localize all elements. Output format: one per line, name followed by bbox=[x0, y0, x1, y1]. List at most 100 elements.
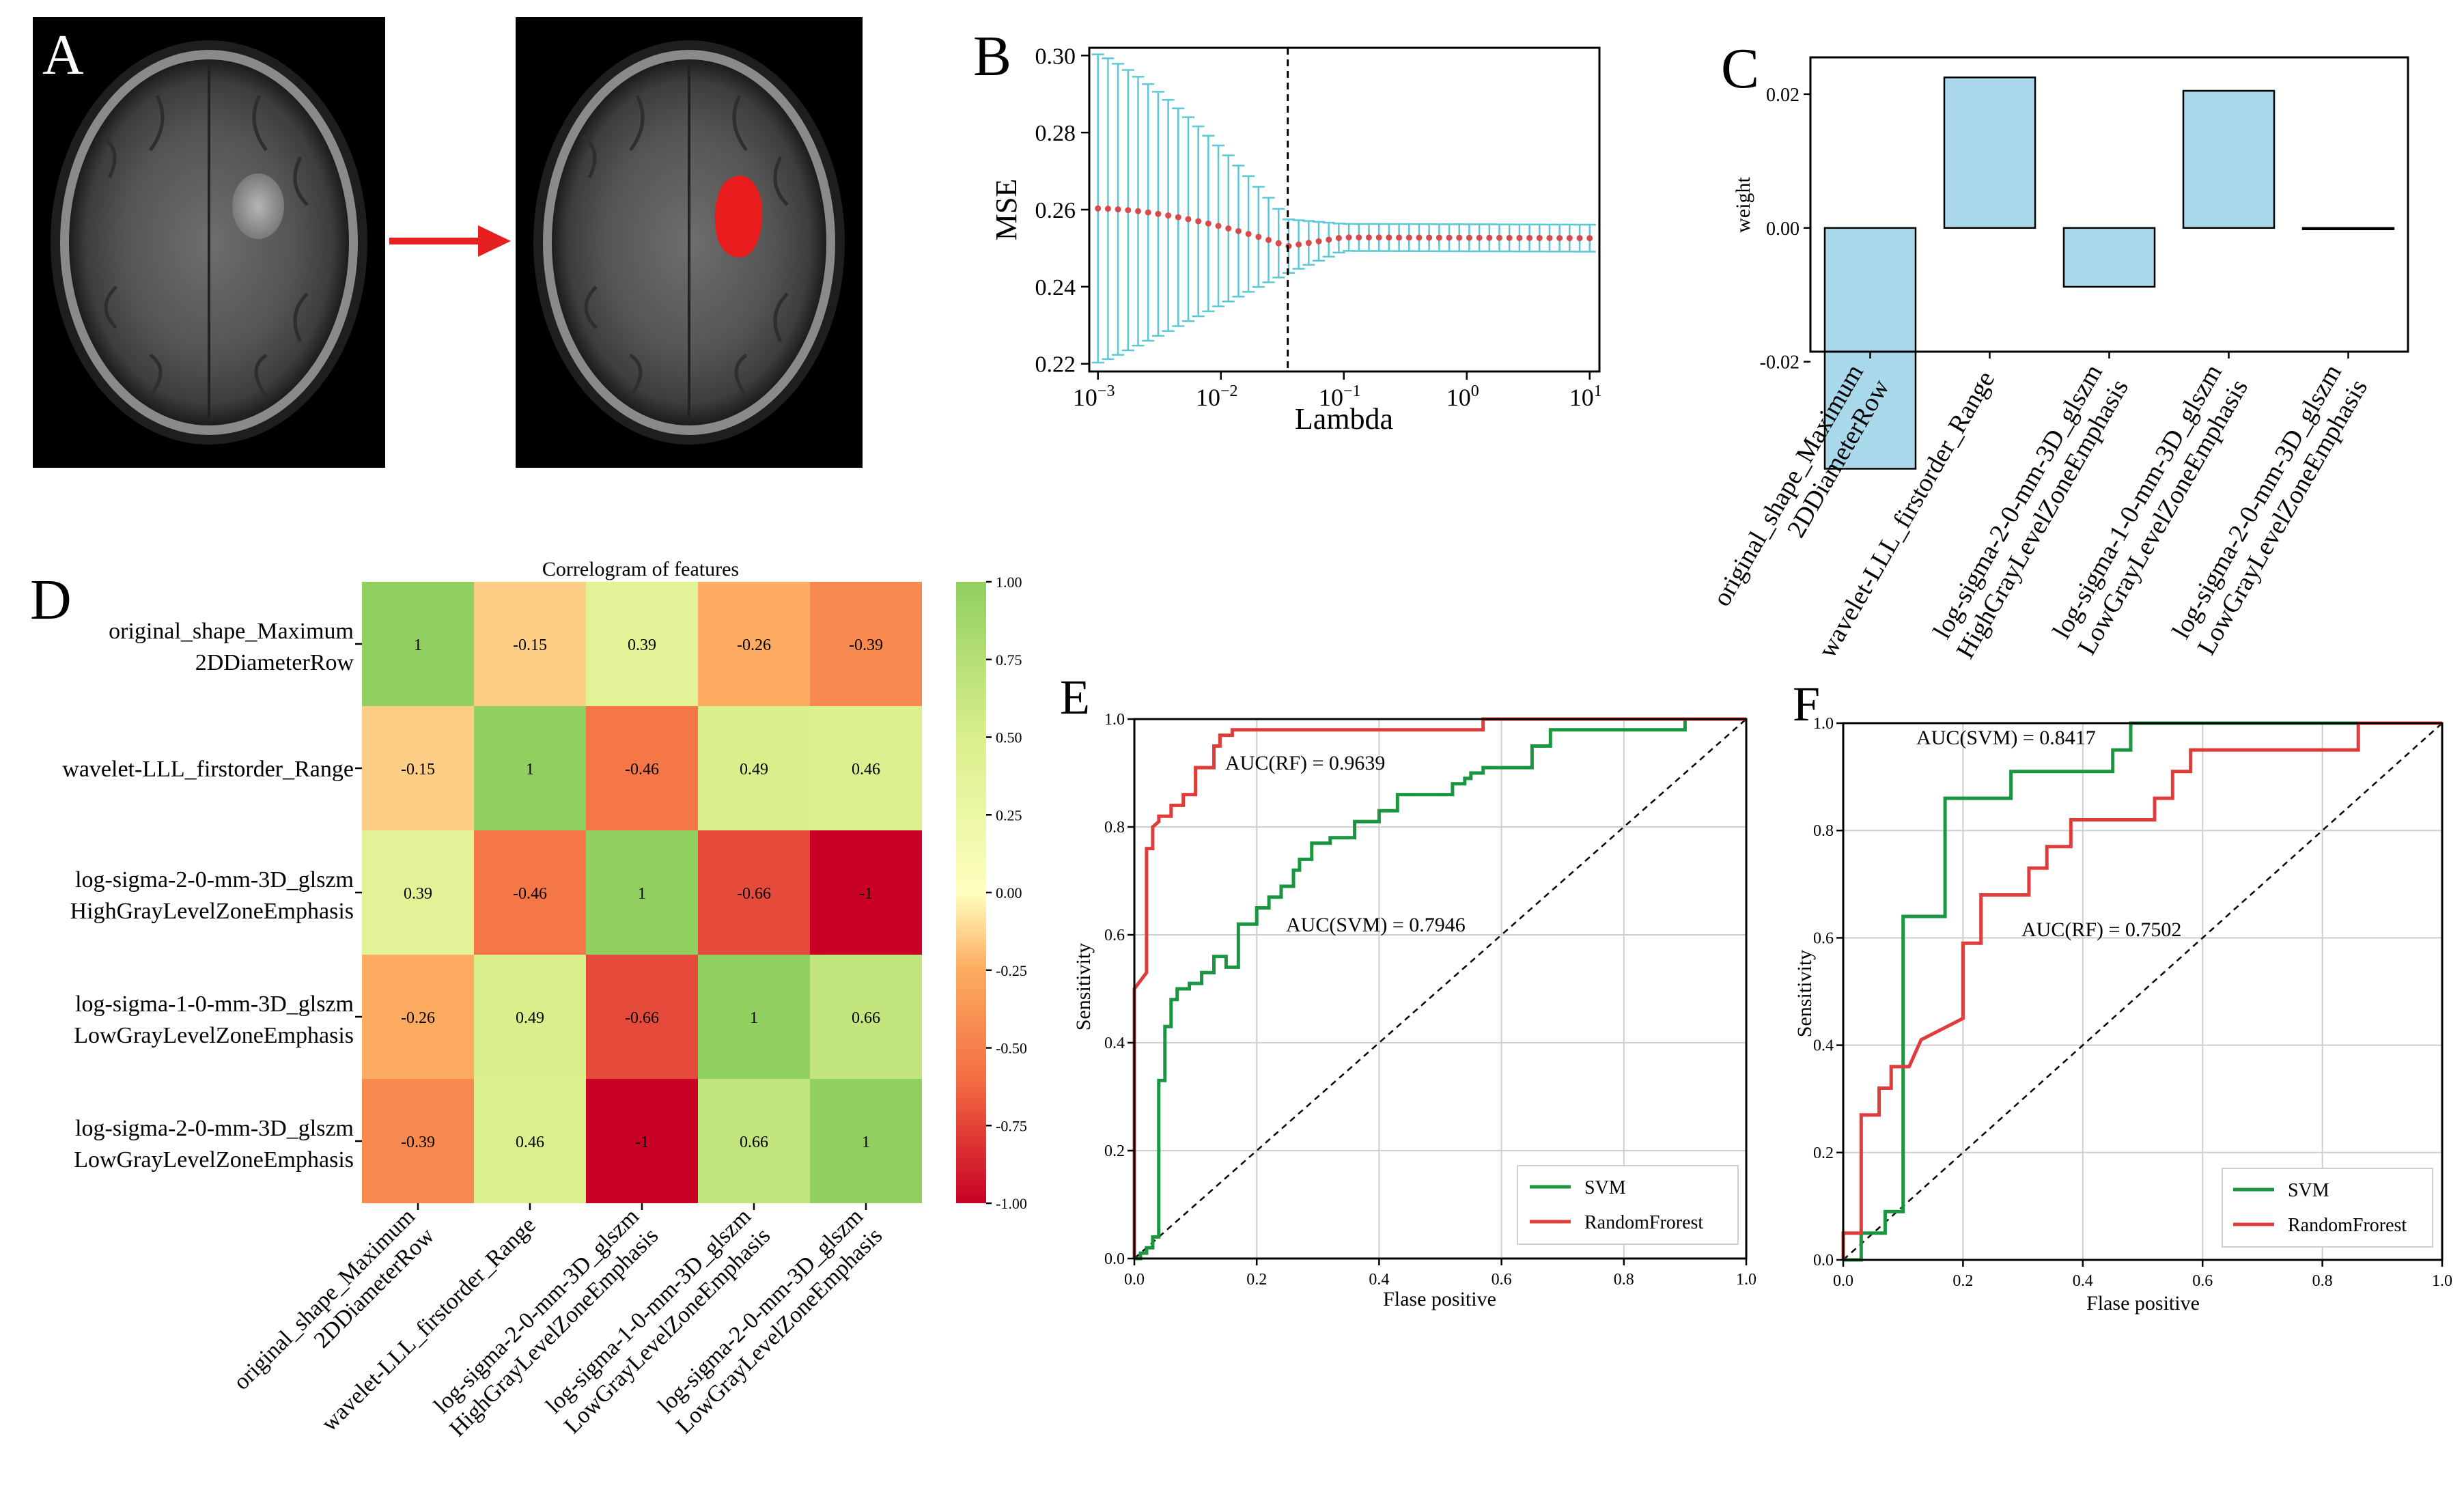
y-tick-label: 0.8 bbox=[1813, 822, 1834, 840]
heatmap-cell bbox=[474, 706, 586, 830]
heatmap-cell bbox=[698, 830, 810, 955]
lesion-region bbox=[232, 173, 284, 239]
heatmap-cell-value: 0.66 bbox=[852, 1009, 880, 1027]
mse-point bbox=[1245, 231, 1252, 238]
heatmap-cell bbox=[698, 955, 810, 1079]
x-tick-label: 100 bbox=[1446, 382, 1479, 411]
mse-point bbox=[1315, 238, 1322, 244]
x-tick-label: 1.0 bbox=[1736, 1271, 1756, 1289]
row-label: 2DDiameterRow bbox=[195, 650, 354, 675]
legend-svm-label: SVM bbox=[1584, 1177, 1626, 1198]
x-tick-label: 0.0 bbox=[1833, 1272, 1853, 1290]
heatmap-cell bbox=[474, 955, 586, 1079]
mse-point bbox=[1145, 209, 1151, 216]
colorbar-tick-label: -1.00 bbox=[996, 1195, 1027, 1212]
mse-point bbox=[1466, 234, 1472, 241]
mse-point bbox=[1476, 234, 1483, 241]
mse-point bbox=[1375, 234, 1382, 241]
weight-bar bbox=[2301, 227, 2395, 231]
roc-e-x-label: Flase positive bbox=[1383, 1288, 1496, 1310]
heatmap-cell-value: 1 bbox=[526, 761, 534, 778]
panel-e: 0.0 0.0 0.2 0.2 0.4 0.4 0.6 0.6 0.8 0.8 1.0 1.0 AUC… bbox=[1072, 711, 1756, 1310]
heatmap-cell-value: -0.15 bbox=[401, 761, 435, 778]
heatmap-cell bbox=[698, 1079, 810, 1203]
mse-point bbox=[1275, 240, 1282, 247]
heatmap-cell-value: -0.39 bbox=[849, 636, 883, 654]
brain-segmented bbox=[533, 40, 845, 445]
mse-point bbox=[1296, 241, 1302, 248]
mse-point bbox=[1265, 236, 1272, 243]
row-label: LowGrayLevelZoneEmphasis bbox=[74, 1147, 354, 1172]
lasso-x-label: Lambda bbox=[1295, 402, 1393, 436]
mse-point bbox=[1155, 210, 1162, 217]
mse-point bbox=[1586, 235, 1593, 242]
panel-f: 0.0 0.0 0.2 0.2 0.4 0.4 0.6 0.6 0.8 0.8 1.0 1.0 AUC… bbox=[1793, 715, 2452, 1315]
mse-point bbox=[1335, 235, 1342, 242]
colorbar-tick-label: 0.50 bbox=[996, 729, 1022, 746]
roc-f-legend: SVM RandomFrorest bbox=[2222, 1168, 2433, 1248]
lasso-x-ticks: 10−3 10−2 10−1 100 101 bbox=[1073, 371, 1602, 411]
roc-e-grid bbox=[1134, 719, 1746, 1259]
colorbar bbox=[956, 582, 986, 1203]
mse-point bbox=[1456, 234, 1463, 241]
roc-f-diagonal bbox=[1843, 722, 2443, 1261]
y-tick-label: 0.02 bbox=[1766, 85, 1800, 106]
heatmap-cell-value: -0.26 bbox=[401, 1009, 435, 1027]
row-label: log-sigma-1-0-mm-3D_glszm bbox=[75, 992, 354, 1017]
panel-label-a: A bbox=[42, 23, 84, 87]
mse-point bbox=[1225, 225, 1232, 232]
roc-f-svm-auc: AUC(SVM) = 0.8417 bbox=[1916, 727, 2096, 749]
heatmap-cell bbox=[810, 582, 922, 706]
weight-y-ticks: 0.02 0.00 -0.02 bbox=[1760, 85, 1810, 374]
roc-f-axes-frame bbox=[1842, 722, 2444, 1261]
colorbar-ticks: 1.00 0.75 0.50 0.25 0.00 -0.25 -0.50 -0.75 -1.00 bbox=[986, 574, 1027, 1212]
x-tick-label: 0.6 bbox=[2192, 1272, 2213, 1290]
y-tick-label: 0.26 bbox=[1035, 198, 1076, 223]
roc-f-ticks: 0.0 0.0 0.2 0.2 0.4 0.4 0.6 0.6 0.8 0.8 1.0 1.0 bbox=[1813, 715, 2452, 1290]
colorbar-tick-label: -0.25 bbox=[996, 962, 1027, 979]
roc-e-axes-frame bbox=[1133, 718, 1748, 1260]
mse-point bbox=[1386, 234, 1392, 241]
colorbar-tick-label: 0.25 bbox=[996, 806, 1022, 824]
heatmap-cell bbox=[474, 1079, 586, 1203]
y-tick-label: 0.28 bbox=[1035, 121, 1076, 146]
heatmap-cell bbox=[586, 582, 698, 706]
mse-point bbox=[1235, 227, 1242, 234]
mse-point bbox=[1165, 212, 1172, 219]
weight-bar bbox=[1823, 227, 1917, 470]
roc-f-rf-auc: AUC(RF) = 0.7502 bbox=[2021, 918, 2181, 941]
y-tick-label: 0.2 bbox=[1813, 1144, 1834, 1162]
weight-bar bbox=[1943, 76, 2036, 229]
x-tick-label: 101 bbox=[1569, 382, 1602, 411]
heatmap-col-labels: original_shape_Maximum2DDiameterRowwavel… bbox=[229, 1203, 887, 1442]
x-tick-label: 0.0 bbox=[1124, 1271, 1145, 1289]
col-label: original_shape_Maximum2DDiameterRow bbox=[229, 1203, 439, 1414]
row-label: original_shape_Maximum bbox=[109, 619, 354, 644]
roc-e-diagonal bbox=[1134, 718, 1747, 1259]
lasso-error-bars bbox=[1091, 53, 1596, 364]
weight-bar bbox=[2062, 227, 2156, 288]
colorbar-tick-label: -0.50 bbox=[996, 1040, 1027, 1057]
mse-point bbox=[1305, 240, 1312, 247]
lasso-y-ticks: 0.22 0.24 0.26 0.28 0.30 bbox=[1035, 44, 1089, 378]
legend-svm-label: SVM bbox=[2288, 1180, 2329, 1201]
x-tick-label: 0.8 bbox=[2312, 1272, 2333, 1290]
x-tick-label: 0.2 bbox=[1952, 1272, 1973, 1290]
heatmap-cell-value: -0.66 bbox=[625, 1009, 659, 1027]
weight-bars bbox=[1823, 76, 2395, 470]
x-tick-label: 0.4 bbox=[1369, 1271, 1389, 1289]
mse-point bbox=[1536, 235, 1543, 242]
legend-rf-label: RandomFrorest bbox=[1584, 1212, 1703, 1233]
y-tick-label: 0.6 bbox=[1104, 927, 1125, 944]
mse-point bbox=[1396, 234, 1403, 241]
heatmap-cell bbox=[698, 582, 810, 706]
mse-point bbox=[1215, 223, 1222, 229]
mse-point bbox=[1546, 235, 1553, 242]
heatmap-cell bbox=[362, 955, 474, 1079]
panel-label-f: F bbox=[1793, 677, 1820, 731]
segmentation-mask bbox=[714, 175, 763, 257]
heatmap-cell bbox=[810, 955, 922, 1079]
y-tick-label: 0.30 bbox=[1035, 44, 1076, 69]
row-label: LowGrayLevelZoneEmphasis bbox=[74, 1023, 354, 1048]
